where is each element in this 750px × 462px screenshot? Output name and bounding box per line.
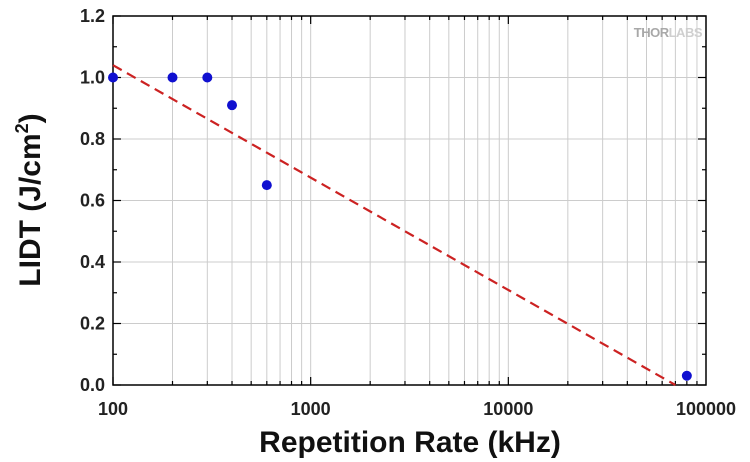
axis-ticks: 0.0 0.2 0.4 0.6 0.8 1.0 1.2 100 1000 10000 100000 xyxy=(80,6,736,419)
watermark-thor: THOR xyxy=(634,25,670,40)
data-point xyxy=(108,72,118,83)
x-tick-label: 100000 xyxy=(676,399,736,419)
x-tick-label: 100 xyxy=(98,399,128,419)
y-tick-label: 0.8 xyxy=(80,129,105,149)
data-point xyxy=(202,72,213,83)
x-tick-label: 10000 xyxy=(483,399,533,419)
y-tick-label: 1.2 xyxy=(80,6,105,26)
grid xyxy=(112,15,706,386)
y-tick-label: 0.0 xyxy=(80,375,105,395)
thorlabs-watermark: THORLABS xyxy=(634,25,703,40)
data-marks xyxy=(108,64,692,386)
y-tick-label: 0.6 xyxy=(80,191,105,211)
fit-line xyxy=(112,64,676,386)
y-axis-title-main: LIDT (J/cm xyxy=(14,133,47,286)
data-point xyxy=(261,180,272,191)
x-axis-title: Repetition Rate (kHz) xyxy=(259,426,561,459)
y-axis-title-superscript: 2 xyxy=(12,123,32,133)
data-point xyxy=(227,100,238,111)
watermark-labs: LABS xyxy=(669,25,703,40)
y-tick-label: 0.4 xyxy=(80,252,105,272)
y-tick-label: 1.0 xyxy=(80,68,105,88)
y-axis-title: LIDT (J/cm2) xyxy=(12,113,47,286)
x-tick-label: 1000 xyxy=(291,399,331,419)
data-point xyxy=(167,72,178,83)
y-axis-title-close: ) xyxy=(14,113,47,123)
data-point xyxy=(681,370,692,381)
y-tick-label: 0.2 xyxy=(80,314,105,334)
